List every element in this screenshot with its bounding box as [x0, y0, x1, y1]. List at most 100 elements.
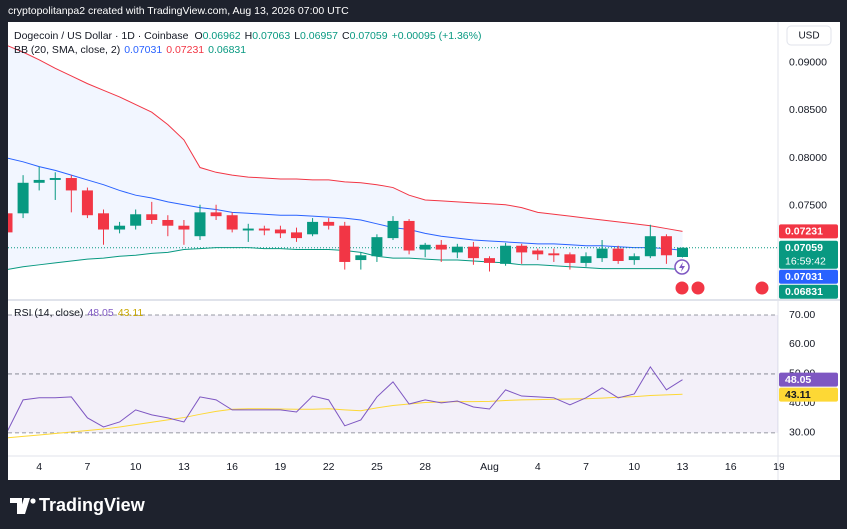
bb-value: 0.07031 [124, 44, 162, 56]
header: cryptopolitanpa2 created with TradingVie… [8, 5, 349, 17]
event-icons [674, 259, 770, 296]
rsi-title: RSI (14, close) [14, 307, 83, 319]
candle-body [194, 212, 206, 237]
series-line [8, 365, 683, 432]
candle-body [644, 236, 656, 257]
ohlc-label: O [195, 30, 203, 42]
chart-area [8, 22, 840, 480]
x-tick-label: 16 [725, 461, 737, 473]
candle-body [162, 219, 174, 226]
price-tag [779, 372, 838, 387]
candle-body [114, 225, 126, 230]
countdown: 16:59:42 [785, 256, 826, 268]
candle-body [339, 225, 351, 262]
candle-body [274, 229, 286, 234]
lightning [679, 262, 685, 272]
x-tick-label: 22 [323, 461, 335, 473]
ohlc-value: 0.06957 [300, 30, 338, 42]
candle-body [628, 256, 640, 261]
x-tick-label: 13 [677, 461, 689, 473]
candle-body [596, 248, 608, 259]
change: +0.00095 (+1.36%) [392, 30, 482, 42]
candle-body [484, 258, 495, 263]
flag-icon [690, 280, 706, 296]
logo-dot [30, 498, 36, 504]
ohlc-label: L [294, 30, 300, 42]
y-tick-label: 70.00 [789, 309, 815, 321]
candle-body [660, 236, 672, 256]
price-tag-label: 43.11 [785, 389, 811, 401]
candle-body [580, 256, 592, 263]
bb-title: BB (20, SMA, close, 2) [14, 44, 120, 56]
candle-body [564, 254, 576, 263]
y-tick-label: 60.00 [789, 338, 815, 350]
rsi-legend: RSI (14, close) 48.05 43.11 [14, 307, 143, 319]
ohlc-value: 0.07059 [350, 30, 388, 42]
candle-body [307, 221, 319, 235]
x-tick-label: 19 [275, 461, 287, 473]
ohlc-label: H [245, 30, 253, 42]
price-tag-label: 0.07059 [785, 242, 823, 254]
y-tick-label: 0.07500 [789, 199, 827, 211]
x-tick-label: 10 [628, 461, 640, 473]
band-fill [8, 45, 683, 270]
brand-logo: TradingView [10, 495, 146, 515]
candle-body [323, 221, 335, 226]
x-tick-label: 4 [36, 461, 42, 473]
candle-body [532, 250, 544, 255]
candle-body [178, 225, 190, 230]
y-tick-label: 30.00 [789, 427, 815, 439]
price-tag [779, 284, 838, 299]
x-tick-label: 19 [773, 461, 785, 473]
y-tick-label: 0.08500 [789, 104, 827, 116]
bb-value: 0.07231 [166, 44, 204, 56]
candle-body [17, 182, 29, 214]
candle-body [467, 246, 479, 259]
price-pane [8, 45, 778, 272]
series-line [8, 393, 683, 439]
price-tag [779, 269, 838, 284]
candle-body [258, 228, 270, 231]
candle-body [130, 214, 142, 226]
candle-body [98, 213, 109, 230]
candle-body [677, 247, 688, 257]
candle-body [146, 214, 158, 220]
x-tick-label: 28 [419, 461, 431, 473]
candle-body [291, 232, 302, 239]
bb-legend: BB (20, SMA, close, 2) 0.07031 0.07231 0.06… [14, 44, 246, 56]
price-tag-label: 0.07031 [785, 271, 823, 283]
candle-body [8, 213, 13, 233]
candle-body [371, 237, 383, 257]
candle-body [49, 178, 61, 180]
candle-body [226, 215, 238, 230]
x-axis: 4 7 10 13 16 19 22 25 28 Aug 4 7 10 13 16 19 [36, 461, 785, 473]
y-tick-label: 0.09000 [789, 56, 827, 68]
symbol: Dogecoin / US Dollar · 1D · Coinbase [14, 30, 189, 42]
rsi-pane [8, 314, 778, 439]
price-tag [779, 387, 838, 402]
candle-body [403, 220, 415, 251]
candle-body [210, 212, 222, 217]
rsi-value: 43.11 [118, 307, 144, 319]
candle-body [387, 220, 399, 239]
x-tick-label: 4 [535, 461, 541, 473]
candle-body [435, 244, 447, 250]
brand: TradingView [39, 495, 146, 515]
candle-body [65, 178, 77, 191]
price-axis: 0.09000 0.08500 0.08000 0.07500 0.07231 0.070… [779, 56, 838, 439]
ohlc-value: 0.06962 [203, 30, 241, 42]
logo-mark [10, 498, 30, 514]
x-tick-label: 7 [84, 461, 90, 473]
series-line [8, 157, 683, 251]
series-line [8, 45, 683, 232]
price-tag-label: 0.07231 [785, 226, 823, 238]
price-tag [779, 240, 838, 269]
price-tag [779, 224, 838, 239]
x-tick-label: 13 [178, 461, 190, 473]
legend-line: Dogecoin / US Dollar · 1D · Coinbase O0.0… [14, 30, 481, 42]
candle-body [355, 255, 367, 261]
candle-body [516, 245, 528, 253]
currency-button[interactable] [786, 25, 832, 46]
